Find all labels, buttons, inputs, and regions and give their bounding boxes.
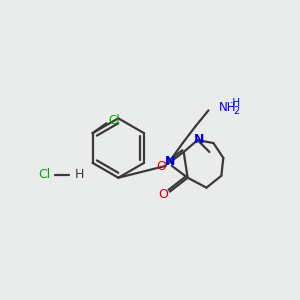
Text: H: H — [75, 168, 84, 181]
Text: ·H: ·H — [230, 98, 242, 108]
Text: 2: 2 — [233, 106, 239, 116]
Text: N: N — [165, 155, 175, 168]
Text: Cl: Cl — [109, 114, 120, 127]
Text: N: N — [194, 133, 205, 146]
Text: Cl: Cl — [39, 168, 51, 181]
Text: NH: NH — [219, 101, 237, 114]
Text: O: O — [158, 188, 168, 201]
Text: O: O — [156, 160, 166, 173]
